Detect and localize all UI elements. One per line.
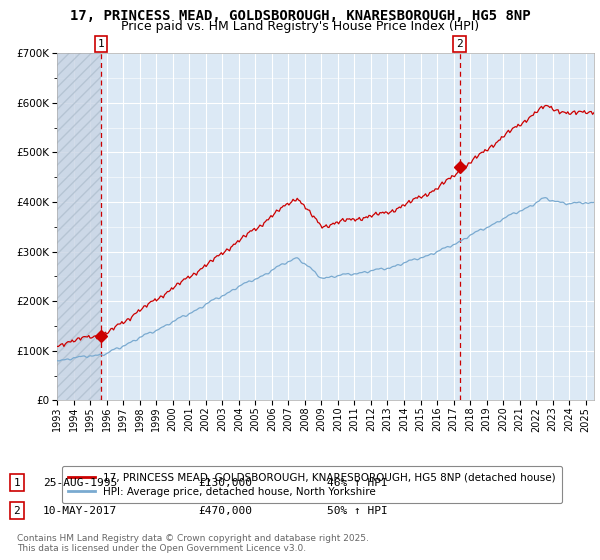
Text: 1: 1 [13,478,20,488]
Text: 17, PRINCESS MEAD, GOLDSBOROUGH, KNARESBOROUGH, HG5 8NP: 17, PRINCESS MEAD, GOLDSBOROUGH, KNARESB… [70,9,530,23]
Text: 1: 1 [97,39,104,49]
Bar [57,53,101,400]
Text: £470,000: £470,000 [198,506,252,516]
Text: 46% ↑ HPI: 46% ↑ HPI [327,478,388,488]
Text: £130,000: £130,000 [198,478,252,488]
Legend: 17, PRINCESS MEAD, GOLDSBOROUGH, KNARESBOROUGH, HG5 8NP (detached house), HPI: A: 17, PRINCESS MEAD, GOLDSBOROUGH, KNARESB… [62,466,562,503]
Text: 10-MAY-2017: 10-MAY-2017 [43,506,118,516]
Text: Price paid vs. HM Land Registry's House Price Index (HPI): Price paid vs. HM Land Registry's House … [121,20,479,34]
Text: 2: 2 [456,39,463,49]
Text: Contains HM Land Registry data © Crown copyright and database right 2025.
This d: Contains HM Land Registry data © Crown c… [17,534,368,553]
Text: 50% ↑ HPI: 50% ↑ HPI [327,506,388,516]
Text: 25-AUG-1995: 25-AUG-1995 [43,478,118,488]
Text: 2: 2 [13,506,20,516]
